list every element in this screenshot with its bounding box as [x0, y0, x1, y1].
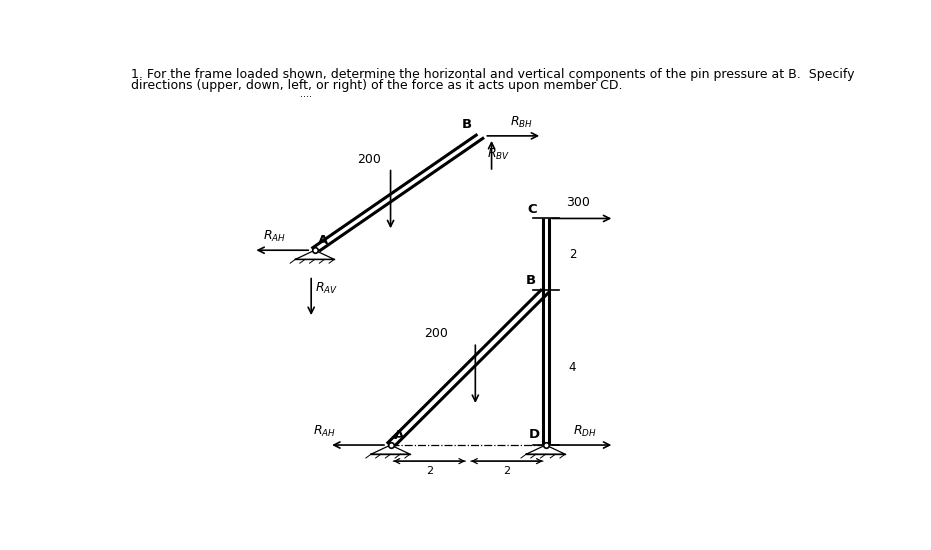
Text: 2: 2 [504, 466, 510, 476]
Text: ....: .... [301, 89, 313, 98]
Text: B: B [525, 274, 535, 287]
Text: $R_{BV}$: $R_{BV}$ [487, 146, 509, 162]
Text: $R_{BH}$: $R_{BH}$ [509, 115, 533, 130]
Text: 200: 200 [424, 327, 448, 340]
Text: 300: 300 [566, 196, 590, 209]
Text: 4: 4 [569, 361, 576, 374]
Text: D: D [529, 428, 540, 441]
Text: A: A [317, 234, 328, 247]
Text: $R_{AH}$: $R_{AH}$ [314, 424, 336, 439]
Polygon shape [371, 445, 410, 454]
Text: $R_{AV}$: $R_{AV}$ [315, 281, 338, 296]
Text: $R_{DH}$: $R_{DH}$ [573, 424, 597, 439]
Text: 200: 200 [357, 152, 381, 166]
Text: B: B [462, 118, 472, 131]
Text: 2: 2 [569, 248, 576, 261]
Text: 1. For the frame loaded shown, determine the horizontal and vertical components : 1. For the frame loaded shown, determine… [130, 68, 855, 81]
Text: $R_{AH}$: $R_{AH}$ [263, 229, 286, 244]
Text: directions (upper, down, left, or right) of the force as it acts upon member CD.: directions (upper, down, left, or right)… [130, 79, 622, 92]
Text: C: C [527, 203, 537, 216]
Text: 2: 2 [425, 466, 433, 476]
Polygon shape [295, 250, 334, 260]
Polygon shape [526, 445, 565, 454]
Text: A: A [394, 428, 404, 442]
